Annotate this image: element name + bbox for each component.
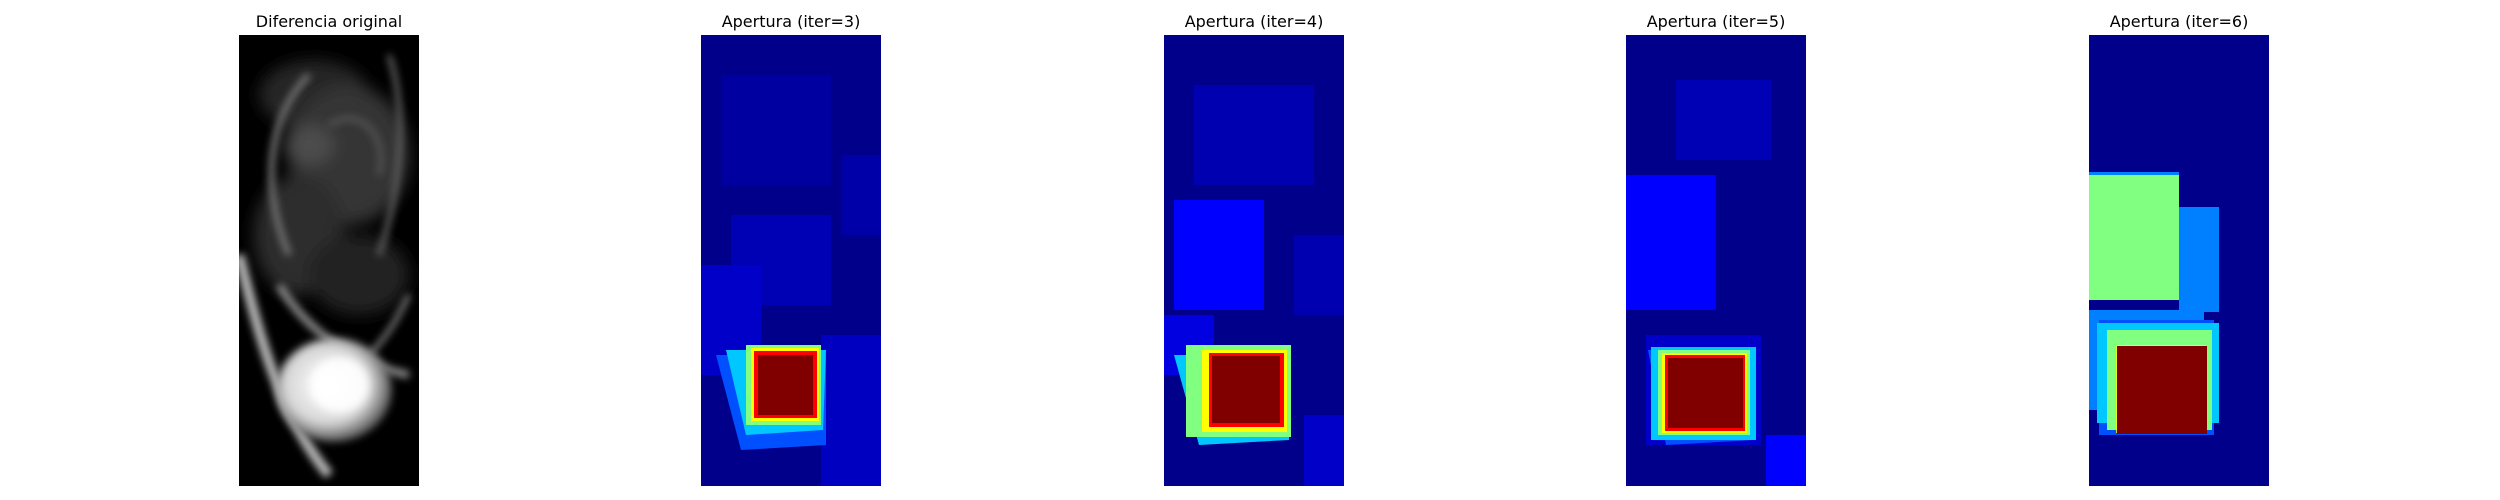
panel-opening-iter-5: Apertura (iter=5)	[1626, 0, 1806, 500]
jet-heatmap-iter-5	[1626, 35, 1806, 486]
panel-opening-iter-3: Apertura (iter=3)	[701, 0, 881, 500]
panel-original: Diferencia original	[239, 0, 419, 500]
jet-heatmap-iter-6	[2089, 35, 2269, 486]
panel-opening-iter-4: Apertura (iter=4)	[1164, 0, 1344, 500]
grayscale-difference-image	[239, 35, 419, 486]
jet-heatmap-iter-3	[701, 35, 881, 486]
jet-heatmap-iter-4	[1164, 35, 1344, 486]
panel-title: Apertura (iter=3)	[721, 12, 861, 31]
panel-title: Apertura (iter=4)	[1184, 12, 1324, 31]
panel-title: Apertura (iter=6)	[2109, 12, 2249, 31]
panel-title: Apertura (iter=5)	[1646, 12, 1786, 31]
panel-opening-iter-6: Apertura (iter=6)	[2089, 0, 2269, 500]
panel-title: Diferencia original	[255, 12, 403, 31]
